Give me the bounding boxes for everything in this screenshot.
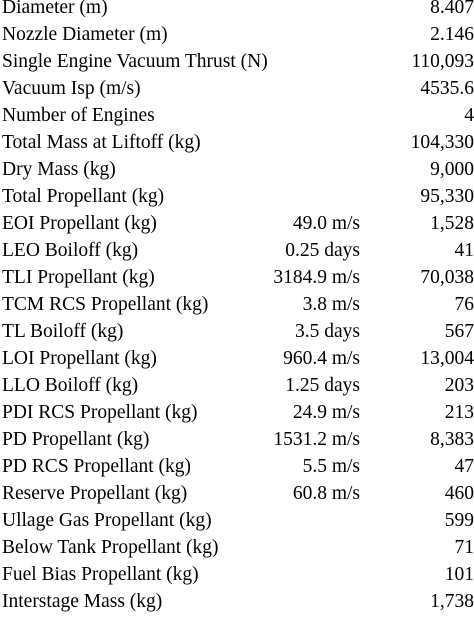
row-value: 70,038	[420, 264, 474, 291]
row-label: PDI RCS Propellant (kg)	[2, 399, 198, 426]
row-label: Nozzle Diameter (m)	[2, 21, 168, 48]
row-value: 41	[455, 237, 474, 264]
row-label: TCM RCS Propellant (kg)	[2, 291, 208, 318]
table-row: LOI Propellant (kg) 960.4 m/s 13,004	[0, 345, 474, 372]
row-label: LEO Boiloff (kg)	[2, 237, 138, 264]
row-value: 2.146	[430, 21, 474, 48]
row-value: 95,330	[420, 183, 474, 210]
row-label: PD RCS Propellant (kg)	[2, 453, 191, 480]
row-value: 4	[464, 102, 474, 129]
row-label: TLI Propellant (kg)	[2, 264, 155, 291]
row-value: 599	[445, 507, 474, 534]
row-parameter: 5.5 m/s	[303, 453, 360, 480]
row-parameter: 60.8 m/s	[293, 480, 360, 507]
table-row: Number of Engines 4	[0, 102, 474, 129]
table-row: PDI RCS Propellant (kg) 24.9 m/s 213	[0, 399, 474, 426]
row-value: 1,528	[430, 210, 474, 237]
row-value: 460	[445, 480, 474, 507]
row-parameter: 3184.9 m/s	[273, 264, 360, 291]
row-parameter: 3.5 days	[295, 318, 360, 345]
table-row: Dry Mass (kg) 9,000	[0, 156, 474, 183]
row-label: Diameter (m)	[2, 0, 108, 21]
row-label: LOI Propellant (kg)	[2, 345, 157, 372]
row-label: Total Mass at Liftoff (kg)	[2, 129, 201, 156]
row-parameter: 3.8 m/s	[303, 291, 360, 318]
row-value: 101	[445, 561, 474, 588]
row-label: PD Propellant (kg)	[2, 426, 149, 453]
row-value: 8.407	[430, 0, 474, 21]
row-parameter: 1.25 days	[285, 372, 360, 399]
row-value: 213	[445, 399, 474, 426]
row-label: TL Boiloff (kg)	[2, 318, 123, 345]
row-value: 4535.6	[420, 75, 474, 102]
row-label: Reserve Propellant (kg)	[2, 480, 187, 507]
table-row: Diameter (m) 8.407	[0, 0, 474, 21]
table-row: TCM RCS Propellant (kg) 3.8 m/s 76	[0, 291, 474, 318]
row-parameter: 49.0 m/s	[293, 210, 360, 237]
table-row: LLO Boiloff (kg) 1.25 days 203	[0, 372, 474, 399]
row-parameter: 0.25 days	[285, 237, 360, 264]
row-label: Dry Mass (kg)	[2, 156, 116, 183]
row-label: Total Propellant (kg)	[2, 183, 164, 210]
row-label: Single Engine Vacuum Thrust (N)	[2, 48, 268, 75]
row-value: 203	[445, 372, 474, 399]
table-row: LEO Boiloff (kg) 0.25 days 41	[0, 237, 474, 264]
row-label: EOI Propellant (kg)	[2, 210, 157, 237]
row-label: Ullage Gas Propellant (kg)	[2, 507, 212, 534]
row-value: 13,004	[420, 345, 474, 372]
table-row: TLI Propellant (kg) 3184.9 m/s 70,038	[0, 264, 474, 291]
table-row: Single Engine Vacuum Thrust (N) 110,093	[0, 48, 474, 75]
row-parameter: 24.9 m/s	[293, 399, 360, 426]
row-value: 8,383	[430, 426, 474, 453]
table-row: Total Mass at Liftoff (kg) 104,330	[0, 129, 474, 156]
row-value: 104,330	[411, 129, 474, 156]
row-label: Number of Engines	[2, 102, 155, 129]
row-label: Interstage Mass (kg)	[2, 588, 162, 615]
table-row: TL Boiloff (kg) 3.5 days 567	[0, 318, 474, 345]
table-row: Interstage Mass (kg) 1,738	[0, 588, 474, 615]
table-row: Total Propellant (kg) 95,330	[0, 183, 474, 210]
table-row: PD RCS Propellant (kg) 5.5 m/s 47	[0, 453, 474, 480]
row-value: 76	[455, 291, 474, 318]
row-parameter: 960.4 m/s	[283, 345, 360, 372]
table-row: PD Propellant (kg) 1531.2 m/s 8,383	[0, 426, 474, 453]
row-label: Fuel Bias Propellant (kg)	[2, 561, 199, 588]
row-value: 71	[455, 534, 474, 561]
row-value: 1,738	[430, 588, 474, 615]
table-row: Fuel Bias Propellant (kg) 101	[0, 561, 474, 588]
table-row: Nozzle Diameter (m) 2.146	[0, 21, 474, 48]
row-label: Below Tank Propellant (kg)	[2, 534, 219, 561]
row-label: LLO Boiloff (kg)	[2, 372, 138, 399]
table-row: Vacuum Isp (m/s) 4535.6	[0, 75, 474, 102]
row-value: 9,000	[430, 156, 474, 183]
table-row: Reserve Propellant (kg) 60.8 m/s 460	[0, 480, 474, 507]
table-row: Ullage Gas Propellant (kg) 599	[0, 507, 474, 534]
row-value: 567	[445, 318, 474, 345]
row-parameter: 1531.2 m/s	[273, 426, 360, 453]
row-value: 110,093	[411, 48, 474, 75]
row-label: Vacuum Isp (m/s)	[2, 75, 141, 102]
table-row: EOI Propellant (kg) 49.0 m/s 1,528	[0, 210, 474, 237]
row-value: 47	[455, 453, 474, 480]
table-row: Below Tank Propellant (kg) 71	[0, 534, 474, 561]
